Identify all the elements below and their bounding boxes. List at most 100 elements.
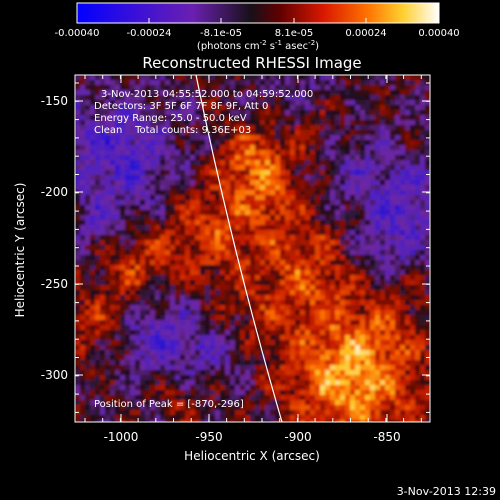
image-pixel — [325, 330, 331, 336]
image-pixel — [380, 205, 386, 211]
image-pixel — [180, 355, 186, 361]
image-pixel — [175, 410, 181, 416]
image-pixel — [125, 230, 131, 236]
image-pixel — [280, 400, 286, 406]
image-pixel — [90, 275, 96, 281]
image-pixel — [405, 85, 411, 91]
image-pixel — [135, 400, 141, 406]
image-pixel — [410, 390, 416, 396]
image-pixel — [410, 295, 416, 301]
image-pixel — [370, 105, 376, 111]
image-pixel — [355, 250, 361, 256]
image-pixel — [345, 200, 351, 206]
image-pixel — [210, 320, 216, 326]
image-pixel — [425, 315, 430, 321]
image-pixel — [320, 130, 326, 136]
image-pixel — [140, 160, 146, 166]
image-pixel — [365, 270, 371, 276]
image-pixel — [175, 390, 181, 396]
image-pixel — [160, 355, 166, 361]
image-pixel — [245, 255, 251, 261]
image-pixel — [235, 240, 241, 246]
image-pixel — [170, 150, 176, 156]
image-pixel — [320, 90, 326, 96]
image-pixel — [290, 325, 296, 331]
image-pixel — [105, 225, 111, 231]
image-pixel — [330, 390, 336, 396]
image-pixel — [220, 275, 226, 281]
image-pixel — [205, 100, 211, 106]
image-pixel — [410, 345, 416, 351]
image-pixel — [320, 195, 326, 201]
image-pixel — [390, 410, 396, 416]
image-pixel — [160, 290, 166, 296]
image-pixel — [205, 410, 211, 416]
image-pixel — [330, 95, 336, 101]
image-pixel — [260, 115, 266, 121]
image-pixel — [325, 285, 331, 291]
image-pixel — [115, 270, 121, 276]
image-pixel — [240, 310, 246, 316]
image-pixel — [220, 295, 226, 301]
image-pixel — [255, 125, 261, 131]
image-pixel — [225, 190, 231, 196]
image-pixel — [80, 150, 86, 156]
image-pixel — [125, 100, 131, 106]
image-pixel — [240, 350, 246, 356]
image-pixel — [400, 80, 406, 86]
image-pixel — [380, 355, 386, 361]
image-pixel — [160, 130, 166, 136]
image-pixel — [400, 355, 406, 361]
image-pixel — [425, 290, 430, 296]
image-pixel — [355, 210, 361, 216]
image-pixel — [275, 105, 281, 111]
image-pixel — [155, 125, 161, 131]
image-pixel — [275, 380, 281, 386]
image-pixel — [145, 335, 151, 341]
image-pixel — [400, 135, 406, 141]
image-pixel — [240, 170, 246, 176]
image-pixel — [215, 185, 221, 191]
image-pixel — [290, 85, 296, 91]
image-pixel — [350, 335, 356, 341]
image-pixel — [150, 90, 156, 96]
image-pixel — [350, 325, 356, 331]
image-pixel — [315, 410, 321, 416]
image-pixel — [185, 75, 191, 81]
image-pixel — [245, 105, 251, 111]
image-pixel — [315, 190, 321, 196]
image-pixel — [170, 145, 176, 151]
image-pixel — [275, 350, 281, 356]
image-pixel — [315, 300, 321, 306]
image-pixel — [370, 140, 376, 146]
image-pixel — [280, 345, 286, 351]
image-pixel — [90, 335, 96, 341]
image-pixel — [425, 345, 430, 351]
image-pixel — [235, 120, 241, 126]
image-pixel — [335, 420, 341, 422]
image-pixel — [75, 85, 81, 91]
image-pixel — [235, 365, 241, 371]
image-pixel — [150, 125, 156, 131]
image-pixel — [375, 325, 381, 331]
image-pixel — [250, 360, 256, 366]
image-pixel — [125, 310, 131, 316]
image-pixel — [395, 235, 401, 241]
image-pixel — [380, 275, 386, 281]
image-pixel — [190, 155, 196, 161]
image-pixel — [205, 145, 211, 151]
image-pixel — [125, 205, 131, 211]
image-pixel — [295, 300, 301, 306]
image-pixel — [365, 340, 371, 346]
image-pixel — [280, 155, 286, 161]
image-pixel — [350, 300, 356, 306]
image-pixel — [305, 335, 311, 341]
image-pixel — [415, 160, 421, 166]
image-pixel — [195, 235, 201, 241]
image-pixel — [415, 170, 421, 176]
image-pixel — [210, 85, 216, 91]
image-pixel — [200, 385, 206, 391]
image-pixel — [280, 340, 286, 346]
image-pixel — [80, 80, 86, 86]
image-pixel — [295, 150, 301, 156]
